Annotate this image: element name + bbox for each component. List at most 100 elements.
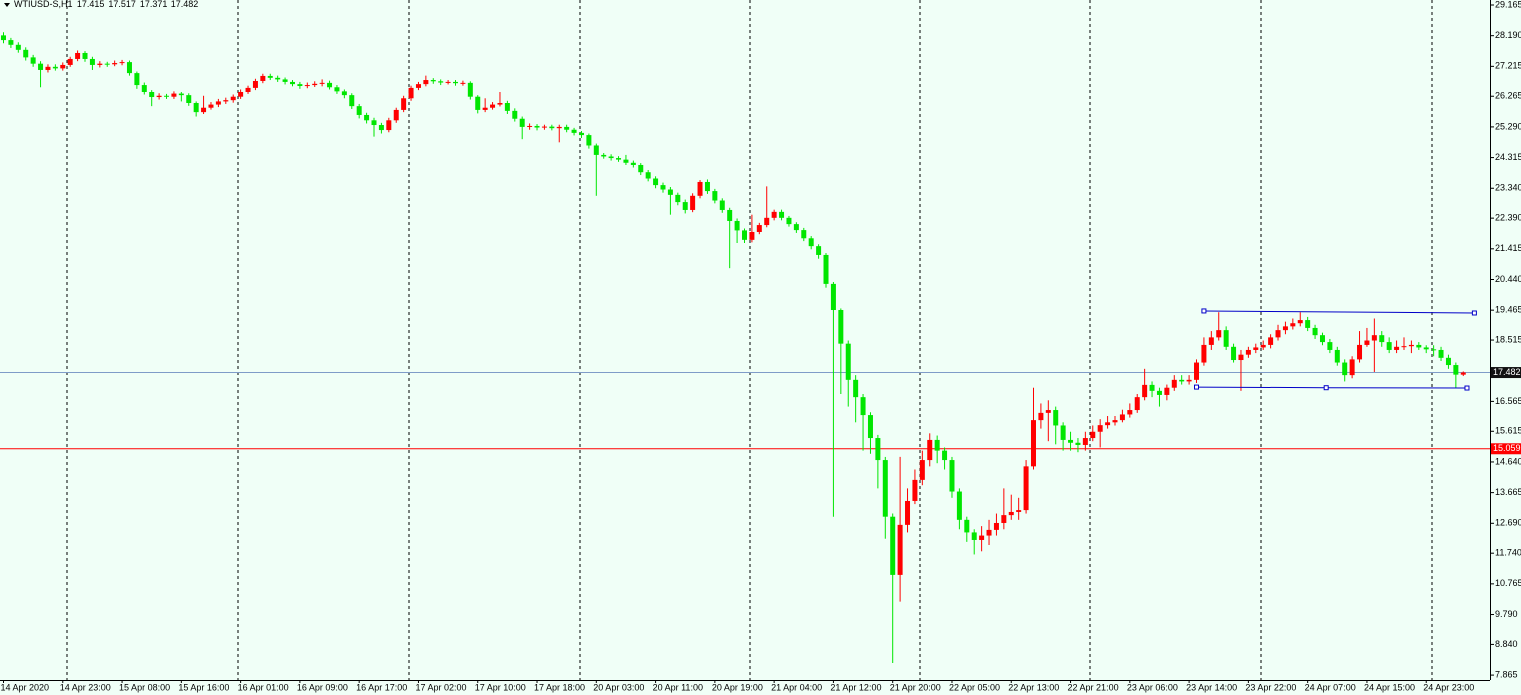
y-tick-label: 9.790 (1495, 609, 1518, 619)
candle-body (245, 87, 251, 92)
candle-body (1045, 410, 1051, 413)
candle-body (453, 81, 459, 84)
candle-body (334, 87, 340, 92)
x-tick-label: 16 Apr 17:00 (356, 682, 407, 692)
candle-body (1371, 335, 1377, 341)
candle-body (549, 126, 555, 129)
candle-body (638, 164, 644, 173)
bid-price-box (1491, 367, 1521, 379)
y-tick-label: 18.515 (1495, 334, 1521, 344)
candle-body (964, 519, 970, 533)
y-tick-label: 14.640 (1495, 456, 1521, 466)
y-tick-label: 7.865 (1495, 669, 1518, 679)
candle-body (823, 254, 829, 284)
candle-body (860, 397, 866, 416)
candle-body (445, 81, 451, 83)
candle-body (897, 524, 903, 575)
candle-body (112, 63, 118, 65)
candle-body (275, 77, 281, 80)
candle-body (1001, 515, 1007, 523)
candle-body (764, 217, 770, 226)
candle-body (1186, 379, 1192, 382)
candle-body (252, 80, 258, 88)
candle-body (601, 154, 607, 157)
x-tick-label: 20 Apr 19:00 (712, 682, 763, 692)
candle-body (15, 44, 21, 50)
candle-body (1260, 344, 1266, 348)
candle-body (971, 532, 977, 540)
candle-body (934, 439, 940, 451)
candle-body (534, 125, 540, 128)
candle-body (1142, 384, 1148, 398)
candle-body (1090, 431, 1096, 439)
trendline-handle (1323, 385, 1329, 391)
candle-body (119, 62, 125, 64)
candle-body (749, 231, 755, 240)
candle-body (423, 80, 429, 85)
candle-body (719, 200, 725, 210)
menu-triangle[interactable] (4, 3, 10, 7)
x-tick-label: 14 Apr 2020 (1, 682, 50, 692)
x-tick-label: 23 Apr 06:00 (1127, 682, 1178, 692)
candle-body (801, 230, 807, 239)
y-tick-label: 23.340 (1495, 183, 1521, 193)
candle-body (1253, 347, 1259, 350)
candle-body (45, 66, 51, 70)
candle-body (1038, 412, 1044, 421)
candle-body (482, 107, 488, 110)
candle-body (949, 460, 955, 492)
candle-body (156, 95, 162, 98)
candle-body (1194, 362, 1200, 380)
x-tick-label: 15 Apr 08:00 (119, 682, 170, 692)
candle-body (616, 158, 622, 160)
candle-body (186, 95, 192, 103)
x-tick-label: 14 Apr 23:00 (60, 682, 111, 692)
x-tick-label: 20 Apr 03:00 (593, 682, 644, 692)
candle-body (734, 220, 740, 231)
candle-body (882, 460, 888, 517)
x-tick-label: 22 Apr 21:00 (1068, 682, 1119, 692)
candle-body (164, 95, 170, 97)
x-tick-label: 24 Apr 07:00 (1305, 682, 1356, 692)
candle-body (504, 102, 510, 111)
candle-body (134, 73, 140, 86)
candle-body (704, 181, 710, 192)
candle-body (838, 310, 844, 344)
candle-body (690, 195, 696, 210)
candle-body (645, 172, 651, 179)
candle-body (238, 91, 244, 97)
candle-body (1379, 335, 1385, 343)
candle-body (1068, 439, 1074, 443)
x-tick-label: 17 Apr 18:00 (534, 682, 585, 692)
trendline-handle (1471, 310, 1477, 316)
candle-body (564, 126, 570, 130)
candle-body (1171, 379, 1177, 388)
candle-body (178, 93, 184, 96)
candle-body (89, 58, 95, 65)
candle-body (1342, 362, 1348, 376)
candle-body (267, 75, 273, 78)
candle-body (727, 209, 733, 221)
candle-body (1445, 357, 1451, 366)
candle-body (1231, 346, 1237, 361)
candle-body (430, 80, 436, 82)
candle-body (756, 225, 762, 232)
y-tick-label: 27.215 (1495, 61, 1521, 71)
candle-body (60, 64, 66, 69)
candle-body (1275, 330, 1281, 338)
candle-body (571, 129, 577, 133)
y-tick-label: 21.415 (1495, 243, 1521, 253)
candle-body (230, 96, 236, 101)
candle-body (141, 85, 147, 92)
candle-body (1008, 511, 1014, 516)
candle-body (312, 83, 318, 86)
candle-body (8, 40, 14, 45)
candle-body (1075, 442, 1081, 445)
candle-body (1460, 372, 1466, 375)
candle-body (1423, 347, 1429, 350)
x-tick-label: 16 Apr 01:00 (238, 682, 289, 692)
y-tick-label: 20.440 (1495, 274, 1521, 284)
candle-body (393, 109, 399, 121)
